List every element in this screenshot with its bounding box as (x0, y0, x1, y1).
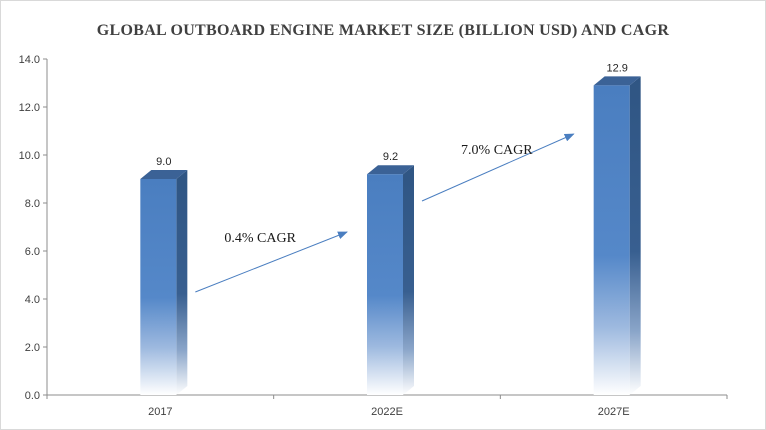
bar-top-2027E (593, 76, 641, 86)
labels: 9.0 2017 9.2 2022E 12.9 2027E (148, 62, 629, 418)
annotations: 0.4% CAGR 7.0% CAGR (195, 133, 575, 293)
bar-top-2017 (140, 170, 188, 179)
bar-2017 (140, 179, 177, 395)
bar-2022E (367, 174, 403, 395)
bars (140, 76, 641, 396)
bar-2027E (593, 85, 630, 396)
y-tick-label: 14.0 (19, 54, 40, 66)
x-tick-label-2022E: 2022E (371, 406, 403, 418)
y-tick-label: 0.0 (25, 390, 40, 402)
bar-side-2027E (629, 76, 641, 396)
y-tick-label: 6.0 (25, 246, 40, 258)
y-tick-label: 2.0 (25, 342, 40, 354)
data-label-2017: 9.0 (156, 156, 171, 168)
x-tick-label-2017: 2017 (148, 406, 172, 418)
x-tick-label-2027E: 2027E (598, 406, 630, 418)
cagr-arrow (421, 133, 575, 202)
bar-top-2022E (367, 165, 414, 175)
cagr-label: 0.4% CAGR (224, 231, 296, 246)
axes: 0.0 2.0 4.0 6.0 8.0 10.0 12.0 14.0 (19, 54, 728, 402)
y-tick-label: 8.0 (25, 198, 40, 210)
y-tick-label: 4.0 (25, 294, 40, 306)
y-tick-label: 12.0 (19, 102, 40, 114)
bar-side-2017 (176, 170, 188, 395)
y-tick-label: 10.0 (19, 150, 40, 162)
cagr-label: 7.0% CAGR (461, 143, 533, 158)
cagr-arrow (195, 231, 348, 293)
data-label-2027E: 12.9 (606, 62, 627, 74)
chart-title: GLOBAL OUTBOARD ENGINE MARKET SIZE (BILL… (96, 22, 670, 39)
bar-side-2022E (403, 165, 414, 395)
data-label-2022E: 9.2 (383, 151, 398, 163)
